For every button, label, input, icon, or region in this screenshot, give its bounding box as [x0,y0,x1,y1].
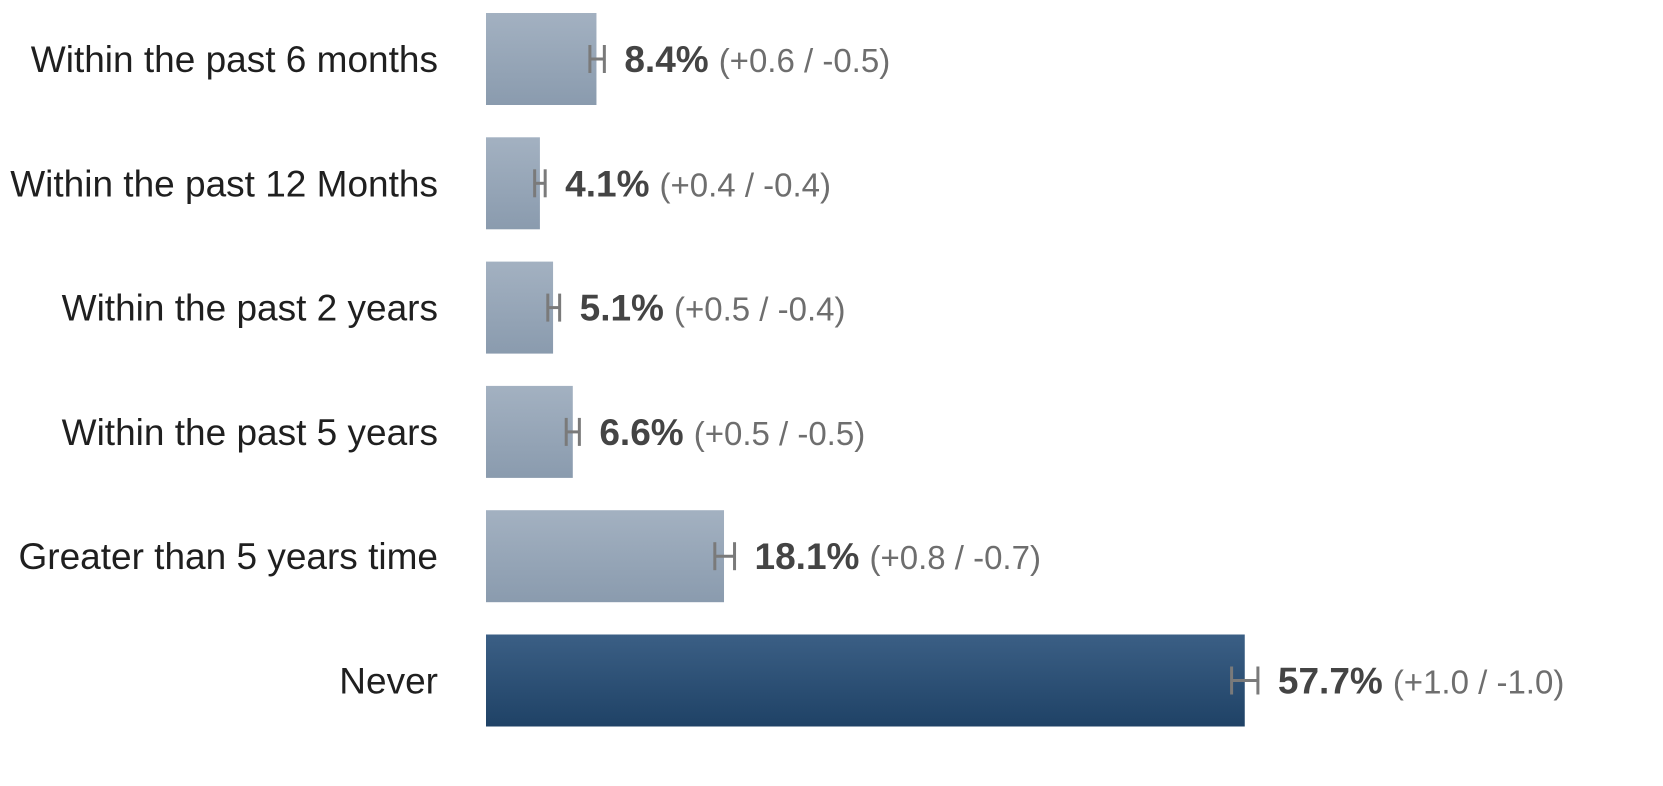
error-bar [533,169,547,198]
chart-row: Never 57.7% (+1.0 / -1.0) [339,634,1564,727]
chart-row: Within the past 5 years 6.6% (+0.5 / -0.5) [62,385,865,478]
error-label: (+0.6 / -0.5) [719,42,891,79]
error-label: (+1.0 / -1.0) [1393,664,1565,701]
data-label: 8.4% (+0.6 / -0.5) [624,39,890,80]
bar [486,137,540,230]
category-label: Within the past 6 months [31,39,438,80]
error-bar [564,417,581,446]
data-label: 5.1% (+0.5 / -0.4) [580,288,846,329]
chart-row: Within the past 12 Months 4.1% (+0.4 / -0.… [10,137,831,230]
value-label: 4.1% [565,163,649,204]
value-label: 8.4% [624,39,708,80]
data-label: 4.1% (+0.4 / -0.4) [565,163,831,204]
value-label: 5.1% [580,288,664,329]
data-label: 18.1% (+0.8 / -0.7) [755,536,1041,577]
chart-row: Within the past 6 months 8.4% (+0.6 / -0.5… [31,13,890,105]
category-label: Never [339,661,438,702]
value-label: 6.6% [599,412,683,453]
value-label: 18.1% [755,536,860,577]
bar [486,634,1245,727]
error-bar [713,542,737,571]
error-bar [546,293,562,322]
error-label: (+0.5 / -0.5) [694,415,866,452]
bar [486,13,597,105]
chart-rows: Within the past 6 months 8.4% (+0.6 / -0.5… [10,13,1564,727]
error-bar [588,45,606,73]
error-label: (+0.5 / -0.4) [674,291,846,328]
category-label: Within the past 5 years [62,412,438,453]
data-label: 57.7% (+1.0 / -1.0) [1278,661,1564,702]
bar [486,261,554,354]
bar [486,385,573,478]
error-bar [1230,666,1260,695]
bar [486,510,725,603]
value-label: 57.7% [1278,661,1383,702]
error-label: (+0.8 / -0.7) [869,539,1040,576]
error-label: (+0.4 / -0.4) [660,166,832,203]
category-label: Within the past 12 Months [10,163,438,204]
chart-row: Within the past 2 years 5.1% (+0.5 / -0.4) [62,261,846,354]
category-label: Greater than 5 years time [18,536,438,577]
data-label: 6.6% (+0.5 / -0.5) [599,412,865,453]
chart-row: Greater than 5 years time 18.1% (+0.8 / -0… [18,510,1041,603]
category-label: Within the past 2 years [62,288,438,329]
